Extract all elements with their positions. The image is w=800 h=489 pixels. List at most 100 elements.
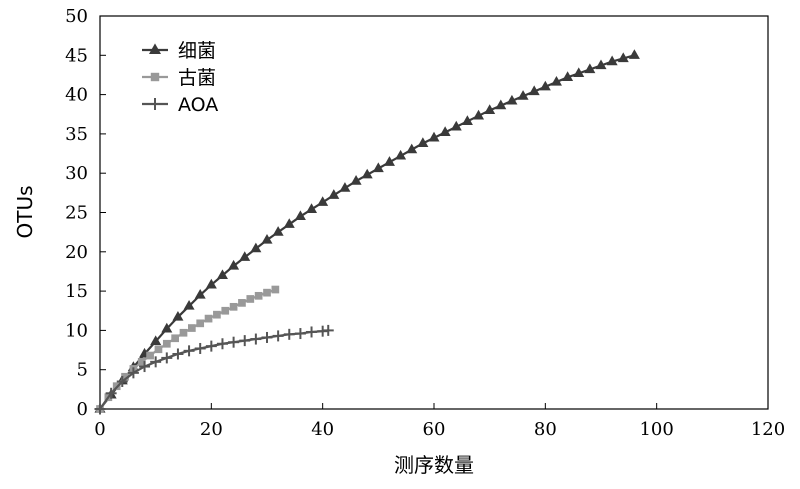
y-tick-label-10: 50 xyxy=(65,6,88,27)
series-1-point-19 xyxy=(254,291,263,300)
series-2-point-18 xyxy=(294,328,306,340)
series-0-point-15 xyxy=(261,233,273,244)
series-2-point-7 xyxy=(172,348,184,360)
series-2-point-15 xyxy=(261,331,273,343)
series-1-point-18 xyxy=(246,295,255,303)
x-axis: 0 20 40 60 80 100 120 xyxy=(94,403,785,440)
series-0-point-42 xyxy=(562,71,574,81)
series-0-point-24 xyxy=(361,168,373,179)
series-0-point-19 xyxy=(306,203,318,213)
series-1-point-6 xyxy=(146,351,154,360)
series-2-point-16 xyxy=(272,330,284,342)
series-2-point-2 xyxy=(116,375,128,387)
series-0-point-45 xyxy=(595,59,607,70)
x-tick-label-2: 40 xyxy=(311,419,334,440)
y-tick-label-5: 25 xyxy=(65,203,88,224)
legend-label-0: 细菌 xyxy=(178,40,216,62)
legend-label-2: AOA xyxy=(178,94,218,116)
series-2-point-8 xyxy=(183,345,195,357)
series-2-point-12 xyxy=(228,336,240,348)
x-axis-title: 测序数量 xyxy=(394,453,474,477)
y-tick-label-6: 30 xyxy=(65,163,88,184)
series-0-point-34 xyxy=(473,109,485,120)
legend-marker-0 xyxy=(149,43,161,54)
series-1-point-14 xyxy=(213,310,221,319)
series-0-point-46 xyxy=(606,55,618,66)
y-tick-label-2: 10 xyxy=(65,320,88,341)
series-0-point-36 xyxy=(495,99,507,110)
series-0-point-14 xyxy=(250,242,262,253)
series-1-point-15 xyxy=(221,306,230,315)
series-1 xyxy=(96,285,280,413)
series-2-point-10 xyxy=(205,340,217,352)
y-tick-label-0: 0 xyxy=(77,399,88,420)
y-tick-label-8: 40 xyxy=(65,85,88,106)
legend-marker-2 xyxy=(149,98,161,110)
series-2-point-1 xyxy=(105,387,117,399)
series-0-point-39 xyxy=(528,85,540,96)
series-1-point-12 xyxy=(196,319,205,328)
y-axis: 0 5 10 15 20 25 30 35 40 45 50 xyxy=(65,6,106,420)
series-0-point-32 xyxy=(450,120,462,131)
series-0-point-18 xyxy=(294,210,306,221)
x-tick-label-6: 120 xyxy=(751,419,785,440)
series-0-point-21 xyxy=(328,189,340,199)
x-tick-label-4: 80 xyxy=(534,419,557,440)
series-0 xyxy=(94,49,640,413)
x-tick-label-0: 0 xyxy=(94,419,105,440)
x-tick-label-5: 100 xyxy=(639,419,673,440)
series-0-point-25 xyxy=(372,162,384,173)
y-axis-title: OTUs xyxy=(13,185,37,238)
series-1-point-11 xyxy=(188,324,196,332)
series-1-point-9 xyxy=(171,334,179,343)
series-2-point-5 xyxy=(150,356,162,368)
series-0-point-9 xyxy=(194,288,206,299)
series-2-point-0 xyxy=(94,403,106,415)
series-0-point-38 xyxy=(517,90,529,100)
series-0-point-30 xyxy=(428,131,440,142)
series-2-point-3 xyxy=(127,367,139,379)
y-tick-label-3: 15 xyxy=(65,281,88,302)
series-0-point-41 xyxy=(550,75,562,86)
series-1-point-5 xyxy=(137,357,146,366)
series-0-point-10 xyxy=(205,278,217,289)
series-0-point-7 xyxy=(172,310,184,321)
y-tick-label-7: 35 xyxy=(65,124,88,145)
series-0-point-28 xyxy=(406,143,418,154)
series-line-2 xyxy=(99,329,329,410)
series-0-point-13 xyxy=(239,251,251,261)
series-0-point-17 xyxy=(283,218,295,228)
series-0-point-47 xyxy=(617,52,629,63)
series-2-point-13 xyxy=(239,335,251,347)
series-0-point-20 xyxy=(317,196,329,206)
series-0-point-44 xyxy=(584,63,596,74)
series-1-point-16 xyxy=(229,302,238,311)
series-2-point-11 xyxy=(216,338,228,350)
series-0-point-27 xyxy=(395,149,407,160)
y-tick-label-9: 45 xyxy=(65,45,88,66)
series-0-point-16 xyxy=(272,226,284,236)
series-0-point-6 xyxy=(161,322,173,333)
series-2-point-21 xyxy=(322,324,334,336)
series-1-point-8 xyxy=(162,339,171,348)
series-0-point-43 xyxy=(573,67,585,78)
series-1-point-3 xyxy=(121,372,129,381)
series-0-point-12 xyxy=(228,259,240,270)
series-1-point-7 xyxy=(154,345,163,354)
series-0-point-23 xyxy=(350,175,362,185)
series-0-point-5 xyxy=(150,335,162,346)
legend-marker-1 xyxy=(150,72,160,82)
series-2-point-4 xyxy=(139,361,151,373)
series-1-point-20 xyxy=(263,288,271,297)
series-0-point-31 xyxy=(439,126,451,136)
series-0-point-33 xyxy=(461,115,473,125)
series-1-point-13 xyxy=(204,314,213,323)
series-0-point-8 xyxy=(183,299,195,310)
series-2-point-17 xyxy=(283,328,295,340)
series-2-point-6 xyxy=(161,352,173,364)
series-1-point-10 xyxy=(179,328,188,337)
series-0-point-37 xyxy=(506,94,518,105)
series-0-point-11 xyxy=(216,269,228,280)
